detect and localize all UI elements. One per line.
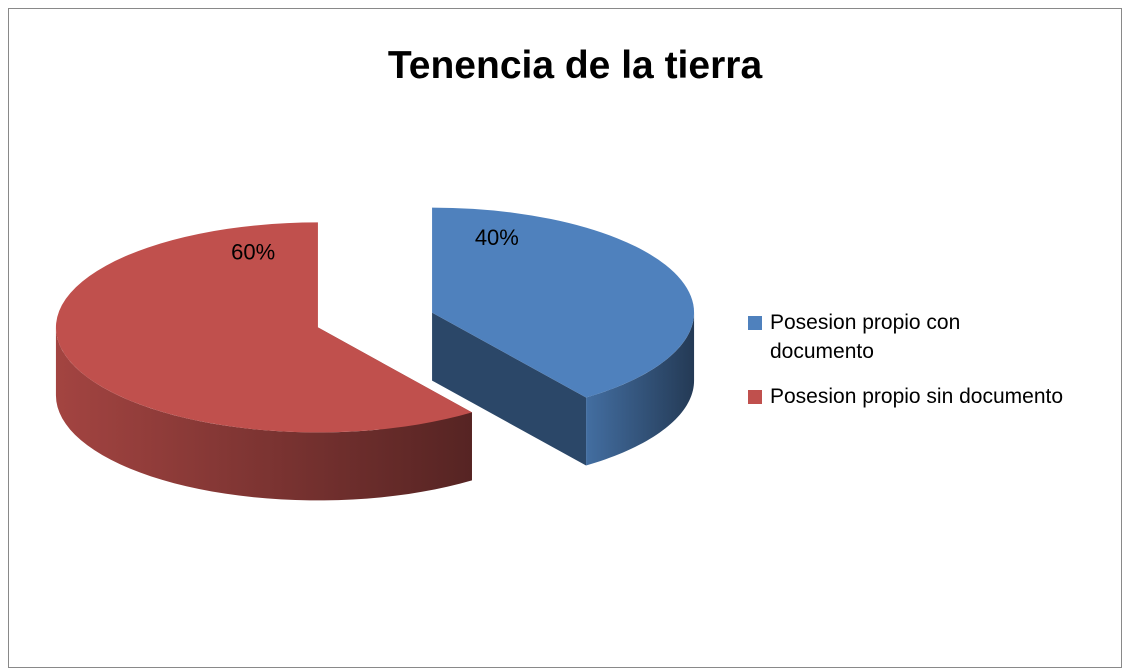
slice-top (55, 222, 472, 433)
slice-side (432, 312, 587, 466)
pie-slice (55, 222, 472, 501)
slice-wall (55, 327, 472, 501)
legend-label: Posesion propio con documento (770, 311, 961, 363)
legend-item: Posesion propio con documento (748, 308, 1040, 366)
pie-slice (432, 207, 695, 466)
legend-swatch (748, 390, 762, 404)
legend-label: Posesion propio sin documento (770, 385, 1064, 408)
slice-top (432, 207, 695, 398)
value-label: 60% (231, 240, 275, 265)
chart-title: Tenencia de la tierra (388, 44, 763, 87)
legend-swatch (748, 316, 762, 330)
slice-wall (586, 312, 695, 466)
value-label: 40% (475, 225, 519, 250)
legend: Posesion propio con documento Posesion pr… (748, 308, 1063, 427)
legend-item: Posesion propio sin documento (748, 382, 1063, 411)
